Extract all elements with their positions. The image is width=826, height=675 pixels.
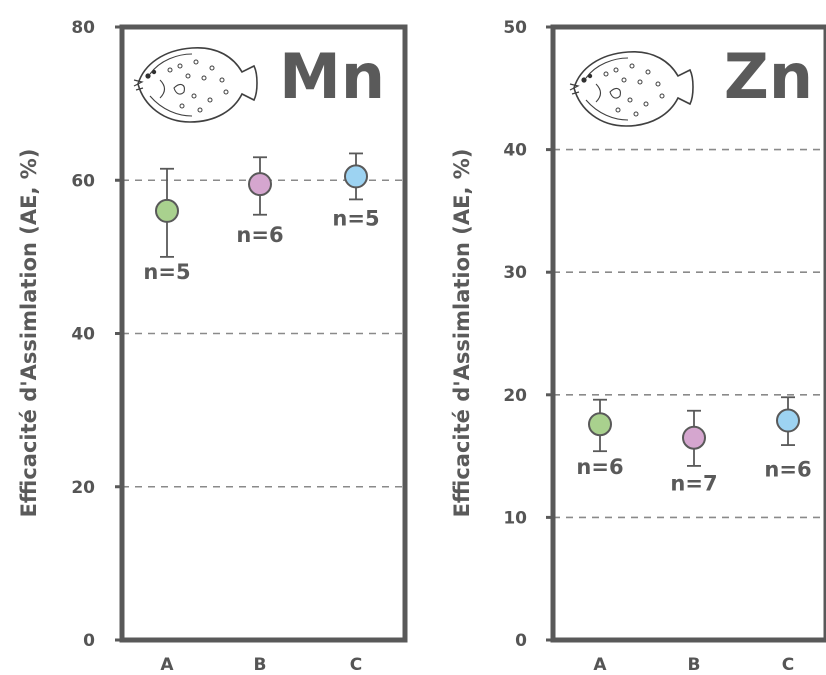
data-point-a — [155, 198, 179, 223]
fish-mouth — [133, 79, 144, 91]
fish-spot — [655, 81, 661, 87]
y-axis-label: Efficacité d'Assimlation (AE, %) — [450, 149, 474, 518]
fish-spot — [659, 93, 665, 99]
y-tick-label: 80 — [71, 18, 95, 38]
sample-size-label: n=5 — [332, 206, 379, 230]
fish-spot — [615, 107, 621, 113]
fish-spot — [197, 107, 203, 113]
y-tick-label: 10 — [503, 508, 527, 528]
plot-frame — [550, 24, 826, 643]
x-category-label: B — [254, 655, 267, 675]
y-tick-label: 0 — [515, 631, 527, 651]
sample-size-label: n=6 — [764, 458, 811, 482]
fish-spot — [209, 65, 215, 71]
y-tick-label: 40 — [503, 141, 527, 161]
chart-panel-zn: 0 10 20 30 40 50 Efficacité d'Assimlation (AE,… — [450, 18, 826, 675]
fish-eye — [151, 69, 157, 75]
fish-spot — [603, 71, 609, 77]
y-tick-label: 20 — [503, 386, 527, 406]
fish-spot — [167, 67, 173, 73]
fish-spot — [219, 77, 225, 83]
fish-spot — [643, 101, 649, 107]
fish-body — [137, 47, 258, 123]
y-tick-label: 0 — [83, 631, 95, 651]
data-point-a — [588, 412, 612, 437]
plot-frame — [119, 24, 408, 643]
y-tick-label: 30 — [503, 263, 527, 283]
chart-title: Mn — [279, 40, 385, 113]
fish-mouth — [569, 83, 580, 95]
fish-spot — [629, 63, 635, 69]
sample-size-label: n=6 — [576, 455, 623, 479]
fish-pectoral-fin — [173, 83, 185, 95]
data-point-c — [776, 408, 800, 433]
x-category-label: A — [160, 655, 174, 675]
data-point-c — [344, 164, 368, 189]
fish-spot — [637, 79, 643, 85]
fish-spot — [621, 77, 627, 83]
fish-gill — [159, 79, 166, 99]
x-category-label: A — [593, 655, 607, 675]
fish-body — [573, 51, 694, 127]
fish-spot — [185, 73, 191, 79]
fish-spot — [633, 111, 639, 117]
fish-pectoral-fin — [609, 87, 621, 99]
fish-spot — [179, 103, 185, 109]
y-tick-label: 50 — [503, 18, 527, 38]
fish-spot — [627, 97, 633, 103]
y-tick-label: 40 — [71, 325, 95, 345]
flatfish-icon — [133, 47, 258, 123]
fish-eye — [581, 77, 587, 83]
fish-spot — [645, 69, 651, 75]
data-point-b — [248, 172, 272, 197]
sample-size-label: n=6 — [236, 223, 283, 247]
y-tick-label: 20 — [71, 478, 95, 498]
fish-spot — [201, 75, 207, 81]
fish-eye — [145, 73, 151, 79]
x-category-label: C — [350, 655, 362, 675]
sample-size-label: n=7 — [670, 472, 717, 496]
fish-eye — [587, 73, 593, 79]
fish-spot — [193, 59, 199, 65]
flatfish-icon — [569, 51, 694, 127]
fish-spot — [223, 89, 229, 95]
fish-gill — [595, 83, 602, 103]
y-axis-label: Efficacité d'Assimlation (AE, %) — [17, 149, 41, 518]
fish-spot — [191, 93, 197, 99]
fish-spot — [613, 67, 619, 73]
chart-title: Zn — [724, 40, 813, 113]
x-category-label: C — [782, 655, 794, 675]
fish-spot — [207, 97, 213, 103]
y-tick-label: 60 — [71, 171, 95, 191]
chart-panel-mn: 0 20 40 60 80 Efficacité d'Assimlation (AE, %… — [17, 18, 408, 675]
x-category-label: B — [688, 655, 701, 675]
data-point-b — [682, 425, 706, 450]
sample-size-label: n=5 — [143, 260, 190, 284]
fish-spot — [177, 63, 183, 69]
